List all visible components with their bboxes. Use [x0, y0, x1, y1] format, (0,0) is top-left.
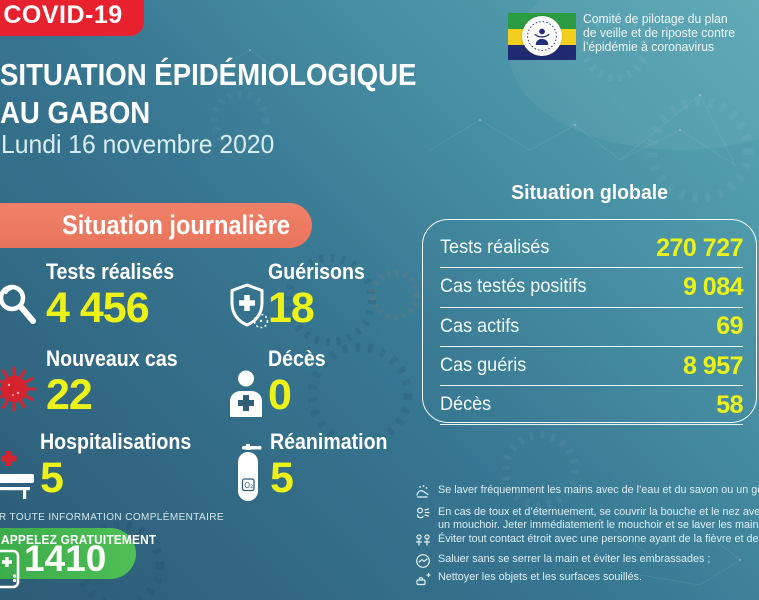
global-section-title: Situation globale — [511, 181, 669, 204]
gabon-flag-logo — [508, 13, 576, 60]
gabon-emblem — [522, 16, 562, 56]
virus-icon — [0, 366, 37, 412]
row-value: 8 957 — [682, 351, 744, 380]
table-row: Décès 58 — [440, 386, 743, 426]
no-handshake-icon — [416, 554, 430, 568]
guideline-item: Éviter tout contact étroit avec une pers… — [415, 533, 759, 549]
table-row: Cas testés positifs 9 084 — [440, 268, 744, 308]
avoid-contact-icon — [415, 534, 431, 546]
row-value: 9 084 — [682, 272, 744, 301]
guideline-text-line: Nettoyer les objets et les surfaces soui… — [438, 571, 643, 583]
row-value: 58 — [716, 390, 743, 419]
guideline-item: En cas de toux et d’éternuement, se couv… — [415, 506, 759, 531]
row-label: Cas guéris — [440, 355, 527, 377]
hospital-bed-icon — [0, 451, 34, 499]
row-label: Cas testés positifs — [440, 276, 587, 298]
magnifier-icon — [0, 284, 36, 324]
stat-value: 5 — [40, 454, 64, 502]
stat-label: Guérisons — [268, 259, 365, 284]
oxygen-label: O₂ — [244, 481, 253, 490]
stat-value: 22 — [46, 371, 93, 419]
stat-hospitalisations: Hospitalisations 5 — [40, 429, 210, 500]
covid19-badge-label: COVID-19 — [3, 1, 123, 29]
guideline-text-line: Éviter tout contact étroit avec une pers… — [438, 533, 759, 545]
row-label: Décès — [440, 394, 492, 416]
row-value: 270 727 — [656, 233, 743, 262]
committee-text-line1: Comité de pilotage du plan — [583, 11, 728, 26]
wash-hands-icon — [416, 485, 429, 498]
stat-label: Nouveaux cas — [46, 346, 178, 371]
committee-text-line3: l’épidémie à coronavirus — [583, 38, 715, 54]
hotline-call-label: APPELEZ GRATUITEMENT — [1, 533, 157, 547]
guideline-text-line: En cas de toux et d’éternuement, se couv… — [438, 506, 759, 518]
guideline-text: En cas de toux et d’éternuement, se couv… — [438, 506, 759, 531]
guideline-item: Nettoyer les objets et les surfaces soui… — [415, 571, 759, 587]
shield-cross-icon — [230, 283, 269, 329]
daily-section-title-badge: Situation journalière — [0, 203, 312, 248]
phone-icon — [0, 549, 20, 589]
table-row: Tests réalisés 270 727 — [440, 229, 743, 269]
global-stats-table: Tests réalisés 270 727 Cas testés positi… — [422, 219, 757, 426]
stat-label: Réanimation — [270, 429, 388, 454]
stat-label: Hospitalisations — [40, 429, 192, 454]
guideline-text-line: Se laver fréquemment les mains avec de l… — [438, 484, 759, 496]
committee-text-line2: de veille et de riposte contre — [583, 24, 736, 40]
hotline-badge — [0, 528, 136, 579]
sneeze-elbow-icon — [416, 507, 430, 519]
report-date: Lundi 16 novembre 2020 — [1, 129, 275, 159]
emblem-figure-icon — [527, 21, 557, 51]
stat-value: 4 456 — [46, 284, 150, 332]
stat-nouveaux-cas: Nouveaux cas 22 — [46, 346, 194, 417]
page-title-line2: AU GABON — [0, 95, 151, 130]
covid19-badge: COVID-19 — [0, 0, 144, 36]
clean-surfaces-icon — [416, 572, 431, 586]
daily-section-title: Situation journalière — [62, 210, 291, 240]
stat-label: Décès — [268, 346, 326, 371]
guideline-item: Saluer sans se serrer la main et éviter … — [415, 553, 759, 569]
stat-value: 18 — [268, 284, 315, 332]
person-icon — [230, 370, 262, 417]
stat-guerisons: Guérisons 18 — [268, 259, 377, 330]
stat-value: 5 — [270, 454, 294, 502]
table-row: Cas guéris 8 957 — [440, 347, 744, 387]
row-label: Tests réalisés — [440, 237, 550, 259]
guideline-item: Se laver fréquemment les mains avec de l… — [415, 484, 759, 500]
guideline-text-line: un mouchoir. Jeter immédiatement le mouc… — [438, 518, 759, 531]
oxygen-tank-icon: O₂ — [238, 444, 262, 501]
stat-reanimation: Réanimation 5 — [270, 429, 402, 500]
table-row: Cas actifs 69 — [440, 308, 743, 347]
committee-text: Comité de pilotage du plan de veille et … — [583, 12, 743, 54]
page-title-line1: SITUATION ÉPIDÉMIOLOGIQUE — [0, 57, 417, 92]
stat-label: Tests réalisés — [46, 259, 175, 284]
hotline-number: 1410 — [24, 538, 107, 579]
stat-value: 0 — [268, 371, 292, 419]
hotline-info-text: POUR TOUTE INFORMATION COMPLÉMENTAIRE — [0, 512, 224, 523]
row-value: 69 — [716, 312, 743, 341]
stat-tests-realises: Tests réalisés 4 456 — [46, 259, 190, 330]
guideline-text-line: Saluer sans se serrer la main et éviter … — [438, 553, 711, 565]
stat-deces: Décès 0 — [268, 346, 333, 417]
row-label: Cas actifs — [440, 315, 520, 337]
